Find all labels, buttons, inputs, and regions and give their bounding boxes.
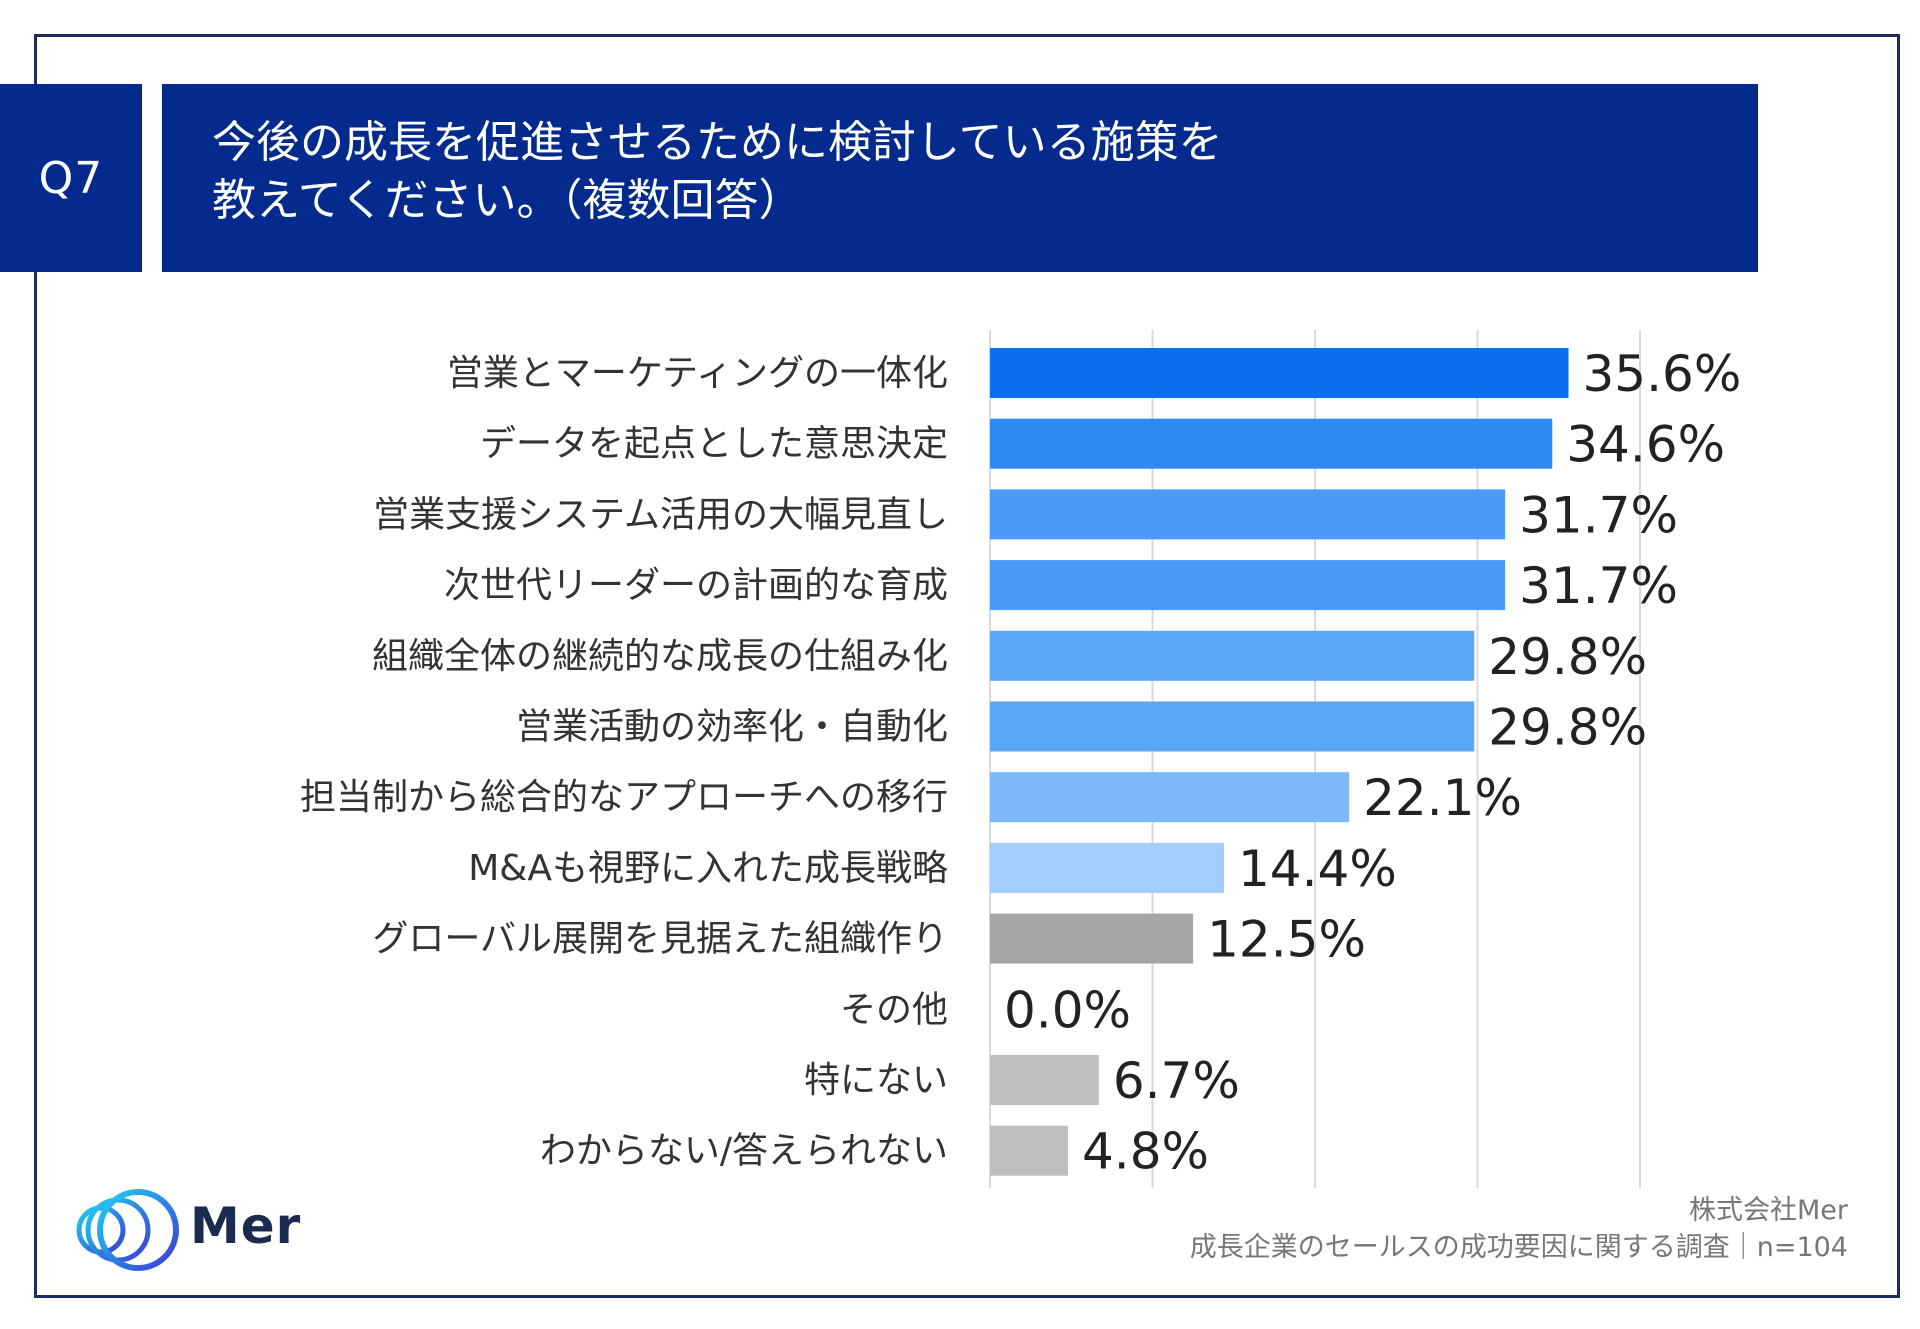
value-label: 6.7% [1113, 1052, 1240, 1110]
bar [990, 348, 1569, 398]
category-label: M&Aも視野に入れた成長戦略 [468, 848, 948, 889]
category-label: わからない/答えられない [540, 1131, 948, 1172]
category-label: 組織全体の継続的な成長の仕組み化 [372, 636, 948, 677]
category-label: その他 [840, 989, 948, 1030]
category-label: 営業とマーケティングの一体化 [447, 353, 948, 394]
value-label: 29.8% [1488, 699, 1647, 757]
bar [990, 560, 1506, 611]
category-label: 営業活動の効率化・自動化 [516, 707, 948, 748]
value-label: 12.5% [1207, 911, 1366, 969]
category-label: データを起点とした意思決定 [480, 424, 948, 465]
category-label: グローバル展開を見据えた組織作り [372, 919, 948, 960]
value-label: 35.6% [1583, 345, 1742, 403]
value-label: 31.7% [1519, 486, 1678, 544]
bar [990, 701, 1475, 752]
bar [990, 842, 1224, 893]
question-number-badge: Q7 [0, 84, 142, 272]
labels: 営業とマーケティングの一体化 35.6% データを起点とした意思決定 34.6% 営業支… [300, 345, 1741, 1181]
category-label: 次世代リーダーの計画的な育成 [444, 565, 948, 606]
question-header: 今後の成長を促進させるために検討している施策を 教えてください。（複数回答） [162, 84, 1758, 272]
bar [990, 1055, 1099, 1105]
question-title-line-2: 教えてください。（複数回答） [212, 175, 803, 226]
value-label: 34.6% [1566, 416, 1725, 474]
footer-credit: 株式会社Mer 成長企業のセールスの成功要因に関する調査｜n=104 [1190, 1192, 1848, 1266]
mer-logo-icon [76, 1189, 179, 1271]
gridlines [989, 330, 1641, 1188]
bar [990, 1125, 1068, 1176]
footer-company: 株式会社Mer [1688, 1195, 1848, 1226]
bar [990, 630, 1475, 681]
bar [990, 489, 1506, 540]
category-label: 特にない [804, 1060, 948, 1101]
bars [990, 348, 1569, 1176]
question-number: Q7 [38, 152, 104, 204]
outer-frame [34, 34, 1900, 1298]
bar [990, 913, 1194, 964]
category-label: 担当制から総合的なアプローチへの移行 [300, 777, 948, 818]
mer-logo-text: Mer [190, 1197, 302, 1255]
value-label: 31.7% [1519, 557, 1678, 615]
value-label: 29.8% [1488, 628, 1647, 686]
bar [990, 418, 1553, 469]
value-label: 22.1% [1363, 769, 1522, 827]
value-label: 14.4% [1238, 840, 1397, 898]
footer-survey: 成長企業のセールスの成功要因に関する調査｜n=104 [1189, 1232, 1848, 1263]
value-label: 4.8% [1082, 1123, 1209, 1181]
question-title-line-1: 今後の成長を促進させるために検討している施策を [212, 117, 1223, 168]
bar [990, 772, 1350, 823]
value-label: 0.0% [1004, 981, 1131, 1039]
category-label: 営業支援システム活用の大幅見直し [373, 494, 948, 535]
